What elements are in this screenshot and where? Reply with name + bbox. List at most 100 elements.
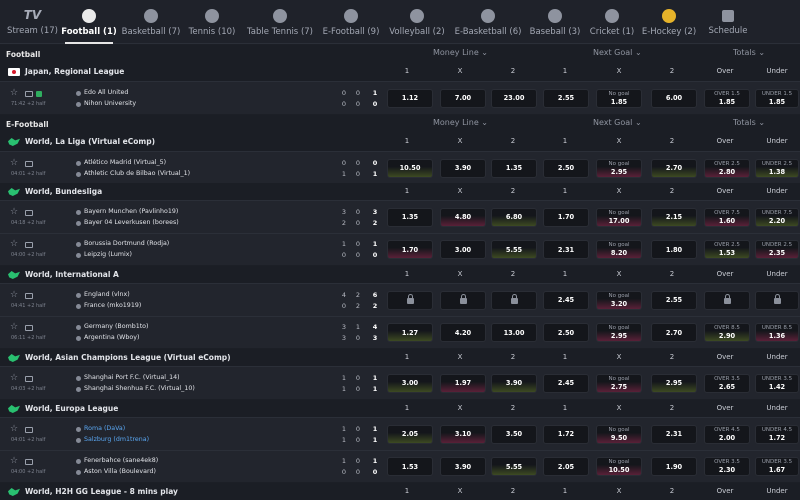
odd-button[interactable]: 2.50 <box>543 323 589 342</box>
odd-button[interactable]: UNDER 2.5 2.35 <box>755 240 799 259</box>
match-row[interactable]: ☆ 04:01 +2 half Roma (DaVa) 1 0 1 Salzburg (dm… <box>0 417 800 450</box>
away-team[interactable]: Leipzig (Lumix) <box>84 251 132 258</box>
odd-button[interactable]: 23.00 <box>491 88 537 108</box>
odd-button[interactable]: UNDER 1.5 1.85 <box>755 88 799 108</box>
odd-button[interactable]: OVER 1.5 1.85 <box>704 88 750 108</box>
odd-button[interactable]: 2.70 <box>651 323 697 342</box>
odd-button[interactable]: 7.00 <box>440 88 486 108</box>
favorite-star-icon[interactable]: ☆ <box>10 87 19 98</box>
stream-tv-icon[interactable] <box>25 325 33 331</box>
odd-button[interactable]: 2.05 <box>543 457 589 476</box>
away-team[interactable]: Shanghai Shenhua F.C. (Virtual_10) <box>84 384 195 392</box>
stream-tv-icon[interactable] <box>25 242 33 248</box>
odd-button[interactable]: No goal 1.85 <box>596 88 642 108</box>
nav-cricket[interactable]: Cricket (1) <box>589 0 635 44</box>
favorite-star-icon[interactable]: ☆ <box>10 157 19 168</box>
odd-button[interactable]: 2.50 <box>543 158 589 178</box>
home-team[interactable]: Roma (DaVa) <box>84 424 126 432</box>
odd-button[interactable]: 1.70 <box>543 207 589 227</box>
odd-button[interactable]: 1.35 <box>387 207 433 227</box>
away-team[interactable]: Bayer 04 Leverkusen (borees) <box>84 218 179 226</box>
odd-button[interactable]: 1.72 <box>543 424 589 444</box>
home-team[interactable]: Shanghai Port F.C. (Virtual_14) <box>84 373 180 381</box>
odd-button[interactable]: OVER 2.5 1.53 <box>704 240 750 259</box>
stream-tv-icon[interactable] <box>25 426 33 433</box>
home-team[interactable]: Bayern Munchen (Pavlinho19) <box>84 207 179 215</box>
nav-e-basketball[interactable]: E-Basketball (6) <box>455 0 521 44</box>
odd-button[interactable]: 1.80 <box>651 240 697 259</box>
odd-button[interactable]: 1.97 <box>440 373 486 393</box>
stream-tv-icon[interactable] <box>25 160 33 167</box>
odd-button[interactable]: UNDER 8.5 1.36 <box>755 323 799 342</box>
odd-button[interactable]: UNDER 3.5 1.67 <box>755 457 799 476</box>
odd-button[interactable]: No goal 8.20 <box>596 240 642 259</box>
away-team[interactable]: France (mko1919) <box>84 301 142 309</box>
odd-button[interactable]: No goal 2.75 <box>596 373 642 393</box>
odd-button[interactable]: No goal 2.95 <box>596 158 642 178</box>
odd-button[interactable]: No goal 2.95 <box>596 323 642 342</box>
odd-button[interactable]: OVER 3.5 2.65 <box>704 373 750 393</box>
stream-tv-icon[interactable] <box>25 459 33 465</box>
odd-button[interactable] <box>491 290 537 310</box>
odd-button[interactable]: 1.53 <box>387 457 433 476</box>
money-line-dropdown[interactable]: Money Line ⌄ <box>433 48 488 57</box>
odd-button[interactable]: 1.35 <box>491 158 537 178</box>
next-goal-dropdown[interactable]: Next Goal ⌄ <box>593 118 642 127</box>
match-row[interactable]: ☆ 06:11 +2 half Germany (Bomb1to) 3 1 4 Argent… <box>0 316 800 348</box>
odd-button[interactable]: 3.00 <box>387 373 433 393</box>
odd-button[interactable]: 2.95 <box>651 373 697 393</box>
odd-button[interactable]: 1.90 <box>651 457 697 476</box>
odd-button[interactable]: 2.15 <box>651 207 697 227</box>
odd-button[interactable]: 3.90 <box>440 158 486 178</box>
odd-button[interactable]: 2.31 <box>543 240 589 259</box>
nav-basketball[interactable]: Basketball (7) <box>120 0 182 44</box>
home-team[interactable]: England (vlnx) <box>84 290 130 298</box>
odd-button[interactable]: 1.70 <box>387 240 433 259</box>
favorite-star-icon[interactable]: ☆ <box>10 289 19 300</box>
odd-button[interactable]: OVER 2.5 2.80 <box>704 158 750 178</box>
match-row[interactable]: ☆ 04:03 +2 half Shanghai Port F.C. (Virtua… <box>0 366 800 399</box>
odd-button[interactable]: 6.00 <box>651 88 697 108</box>
match-row[interactable]: ☆ 04:00 +2 half Borussia Dortmund (Rodja) 1… <box>0 233 800 265</box>
odd-button[interactable]: UNDER 4.5 1.72 <box>755 424 799 444</box>
odd-button[interactable]: 2.70 <box>651 158 697 178</box>
nav-tv[interactable]: TV Stream (17) <box>4 0 61 44</box>
odd-button[interactable] <box>755 290 799 310</box>
totals-dropdown[interactable]: Totals ⌄ <box>733 48 766 57</box>
away-team[interactable]: Argentina (Wboy) <box>84 334 140 341</box>
away-team[interactable]: Salzburg (dm1trena) <box>84 435 150 443</box>
stream-tv-icon[interactable] <box>25 292 33 299</box>
nav-calendar[interactable]: Schedule <box>705 0 751 44</box>
odd-button[interactable]: 4.80 <box>440 207 486 227</box>
match-row[interactable]: ☆ 04:00 +2 half Fenerbahce (sane4ek8) 1 0 1 As… <box>0 450 800 482</box>
odd-button[interactable]: OVER 8.5 2.90 <box>704 323 750 342</box>
stream-tv-icon[interactable] <box>25 375 33 382</box>
odd-button[interactable]: No goal 3.20 <box>596 290 642 310</box>
odd-button[interactable]: 3.00 <box>440 240 486 259</box>
odd-button[interactable]: OVER 4.5 2.00 <box>704 424 750 444</box>
odd-button[interactable]: No goal 10.50 <box>596 457 642 476</box>
odd-button[interactable]: UNDER 7.5 2.20 <box>755 207 799 227</box>
away-team[interactable]: Athletic Club de Bilbao (Virtual_1) <box>84 169 191 177</box>
home-team[interactable]: Borussia Dortmund (Rodja) <box>84 240 170 247</box>
odd-button[interactable] <box>440 290 486 310</box>
home-team[interactable]: Germany (Bomb1to) <box>84 323 149 330</box>
money-line-dropdown[interactable]: Money Line ⌄ <box>433 118 488 127</box>
odd-button[interactable]: UNDER 3.5 1.42 <box>755 373 799 393</box>
favorite-star-icon[interactable]: ☆ <box>10 239 19 249</box>
favorite-star-icon[interactable]: ☆ <box>10 206 19 217</box>
odd-button[interactable] <box>387 290 433 310</box>
away-team[interactable]: Aston Villa (Boulevard) <box>84 468 156 475</box>
match-row[interactable]: ☆ 71:42 +2 half Edo All United 0 0 1 Nihon Uni… <box>0 81 800 114</box>
away-team[interactable]: Nihon University <box>84 99 137 107</box>
odd-button[interactable]: 3.50 <box>491 424 537 444</box>
odd-button[interactable]: OVER 7.5 1.60 <box>704 207 750 227</box>
odd-button[interactable]: UNDER 2.5 1.38 <box>755 158 799 178</box>
stream-tv-icon[interactable] <box>25 209 33 216</box>
odd-button[interactable]: 3.10 <box>440 424 486 444</box>
odd-button[interactable]: 1.27 <box>387 323 433 342</box>
odd-button[interactable]: 10.50 <box>387 158 433 178</box>
home-team[interactable]: Atlético Madrid (Virtual_5) <box>84 158 167 166</box>
odd-button[interactable]: 6.80 <box>491 207 537 227</box>
favorite-star-icon[interactable]: ☆ <box>10 423 19 434</box>
